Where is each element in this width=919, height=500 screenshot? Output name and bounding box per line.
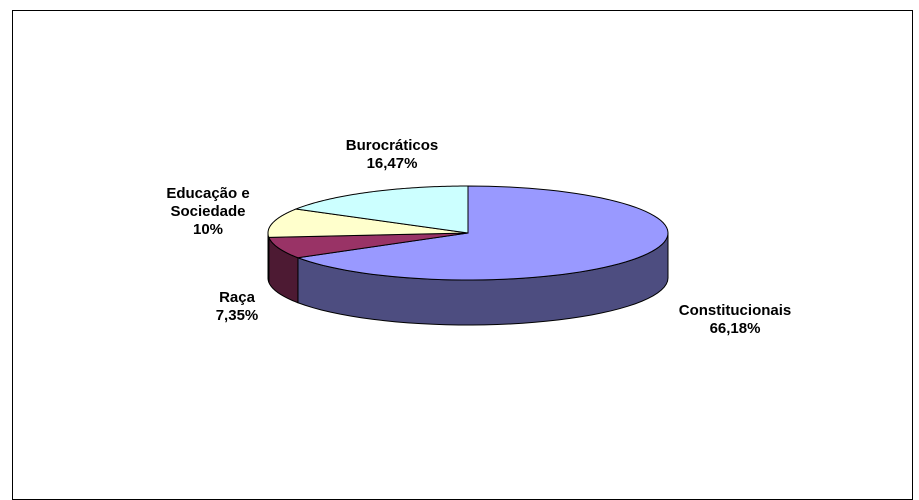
category-label: Constitucionais (678, 302, 792, 319)
value-label: 16,47% (366, 155, 418, 172)
data-label: Constitucionais 66,18% (670, 302, 800, 338)
slice-side (267, 232, 270, 283)
category-label: Educação e Sociedade (166, 185, 250, 220)
value-label: 66,18% (709, 320, 761, 337)
value-label: 7,35% (215, 307, 259, 324)
data-label: Raça 7,35% (172, 289, 302, 325)
data-label: Burocráticos 16,47% (327, 137, 457, 173)
slice (267, 208, 469, 238)
slice (297, 185, 669, 281)
data-label: Educação e Sociedade 10% (143, 185, 273, 239)
category-label: Burocráticos (345, 137, 439, 154)
category-label: Raça (219, 289, 255, 306)
value-label: 10% (192, 221, 224, 238)
slice (294, 185, 469, 234)
slice (268, 232, 469, 259)
